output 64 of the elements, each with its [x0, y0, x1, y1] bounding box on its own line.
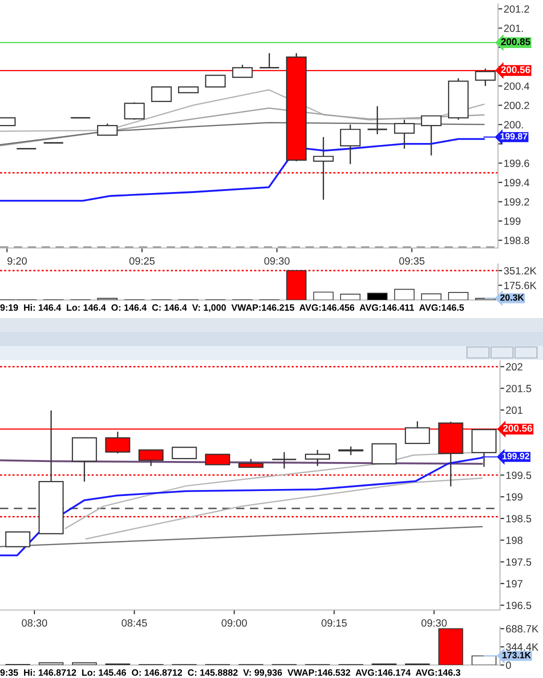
y-tick-label: 202 — [506, 363, 522, 371]
x-tick-label: 08:30 — [22, 619, 48, 627]
x-tick-label: 09:00 — [222, 619, 247, 627]
y-tick-label: 198.8 — [504, 236, 530, 244]
text: 9:19 Hi: 146.4 Lo: 146.4 O: 146.4 C: 146.4 V: 1,000 VWAP:146.215 AVG:146.456 AVG:146.411 AVG:146.5 — [0, 304, 464, 312]
candlestick — [304, 449, 330, 467]
y-tick-label: 198.5 — [506, 514, 532, 522]
y-tick-label: 175.6K — [504, 282, 536, 290]
y-tick-label: 344.4K — [506, 643, 538, 651]
candlestick — [372, 443, 397, 464]
y-tick-label: 199.4 — [504, 178, 530, 186]
annotation: 173.1K — [502, 652, 532, 658]
candlestick — [72, 437, 97, 482]
candlestick — [172, 446, 197, 460]
bar — [448, 292, 468, 300]
line-series — [0, 122, 485, 146]
candlestick — [5, 531, 30, 548]
candlestick — [205, 454, 230, 466]
candlestick — [338, 446, 364, 456]
y-tick-label: 200.4 — [504, 82, 530, 90]
x-tick-label: 09:30 — [264, 257, 290, 265]
y-tick-label: 201.5 — [506, 384, 532, 392]
x-tick-label: 9:20 — [7, 257, 27, 265]
candlestick — [272, 451, 297, 470]
x-tick-label: 08:45 — [122, 619, 147, 627]
y-tick-label: 197.5 — [506, 558, 532, 566]
bar — [394, 288, 415, 300]
y-tick-label: 201 — [506, 406, 522, 414]
y-tick-label: 200.2 — [504, 102, 530, 110]
annotation: 20.3K — [500, 294, 524, 301]
y-tick-label: 196.5 — [506, 602, 532, 610]
y-tick-label: 199 — [506, 493, 522, 501]
y-tick-label: 200. — [504, 121, 523, 128]
candlestick — [404, 420, 430, 444]
y-tick-label: 688.7K — [506, 625, 538, 633]
y-tick-label: 201.2 — [504, 5, 530, 13]
x-tick-label: 09:30 — [421, 619, 447, 627]
bar — [313, 292, 334, 300]
y-tick-label: 197 — [506, 580, 522, 588]
annotation: 199.87 — [500, 133, 528, 140]
bar — [367, 292, 388, 300]
text: 9:35 Hi: 146.8712 Lo: 145.46 O: 146.8712 C: 145.8882 V: 99,936 VWAP:146.532 AVG:146.174 AVG:146.3 — [0, 669, 460, 678]
y-tick-label: 201. — [504, 24, 523, 32]
y-tick-label: 0 — [506, 662, 511, 669]
y-tick-label: 198 — [506, 536, 522, 544]
candlestick — [105, 431, 130, 454]
y-tick-label: 199.6 — [504, 160, 530, 168]
x-tick-label: 09:35 — [399, 257, 424, 265]
ref-line-label: 200.56 — [501, 66, 530, 74]
bar — [438, 628, 464, 665]
bar — [340, 294, 360, 300]
ref-line-label: 200.85 — [501, 38, 530, 46]
y-tick-label: 199 — [504, 217, 520, 225]
candlestick — [138, 449, 164, 467]
y-tick-label: 199.2 — [504, 198, 530, 206]
x-tick-label: 09:15 — [322, 619, 347, 627]
y-tick-label: 199.5 — [506, 472, 532, 479]
line-series — [0, 108, 485, 146]
bar — [421, 293, 442, 300]
line-series — [85, 478, 483, 540]
y-tick-label: 351.2K — [504, 267, 536, 274]
ref-line-label: 200.56 — [503, 424, 532, 432]
x-tick-label: 09:25 — [129, 257, 155, 265]
annotation: 199.92 — [502, 452, 530, 460]
